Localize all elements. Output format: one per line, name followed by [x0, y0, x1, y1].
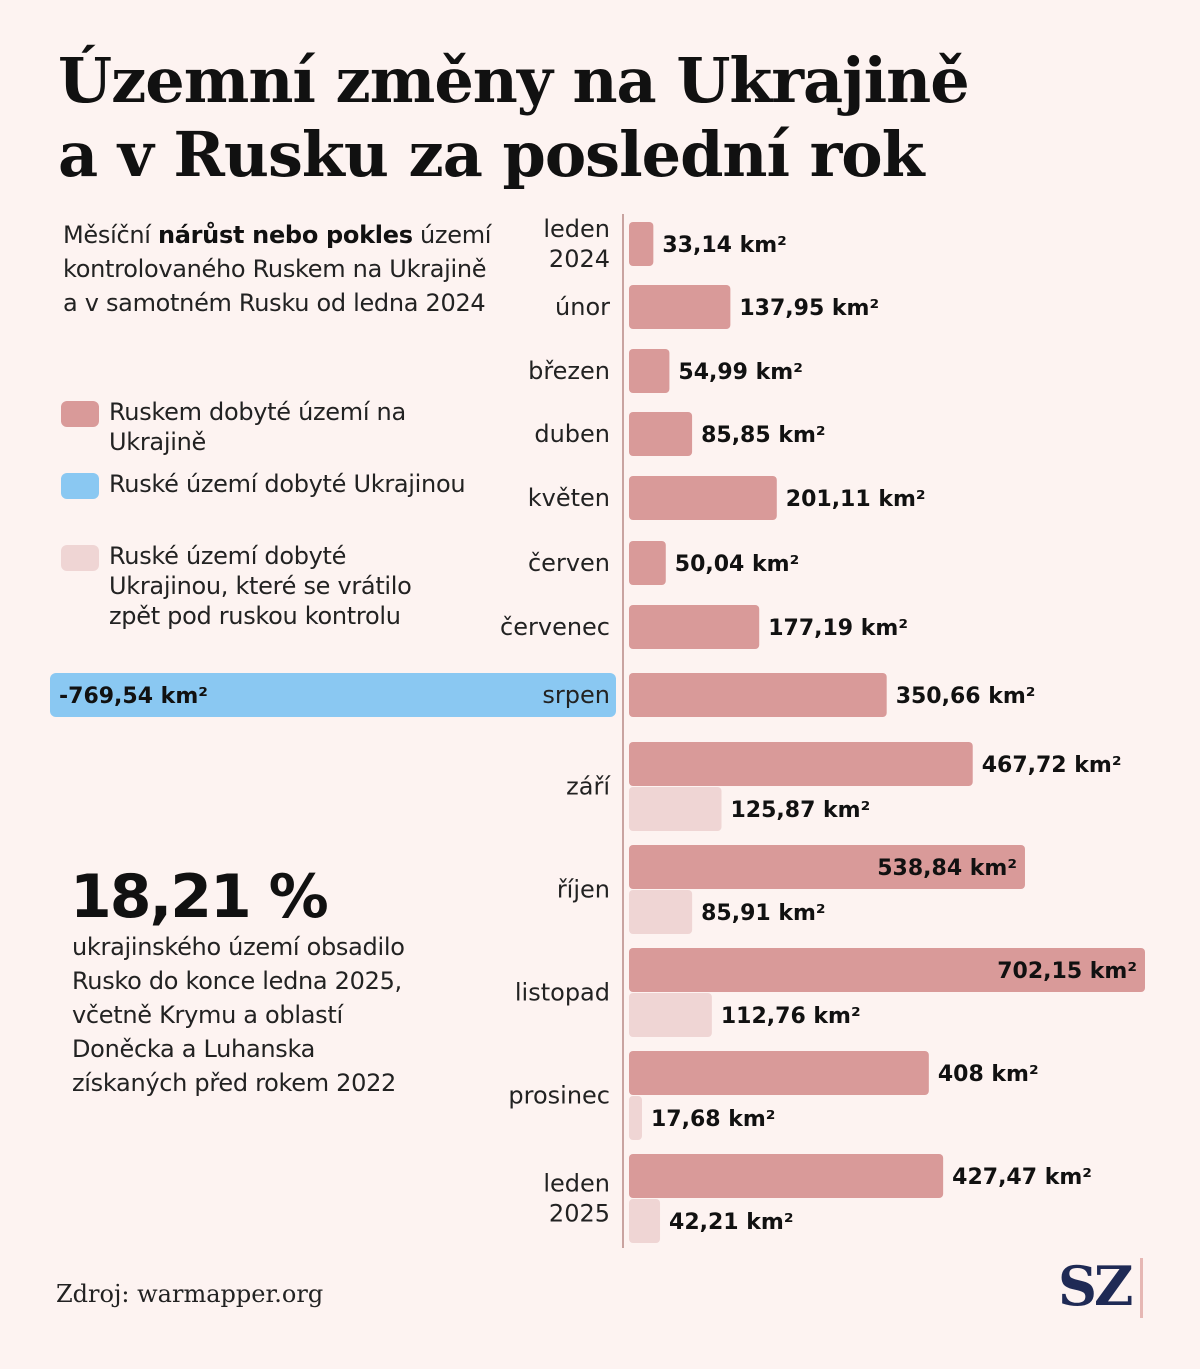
chart-subtitle: Měsíční nárůst nebo pokles území kontrol… — [63, 218, 503, 320]
bar-ukraine-captured — [629, 541, 666, 585]
value-label: 137,95 km² — [739, 296, 879, 321]
month-label: září — [566, 773, 611, 801]
month-label: červen — [528, 549, 610, 577]
legend-swatch-blue — [61, 473, 99, 499]
bar-ukraine-captured — [629, 412, 693, 456]
bar-ukraine-captured — [629, 1154, 944, 1198]
subtitle-bold: nárůst nebo pokles — [157, 221, 413, 249]
value-label: 467,72 km² — [982, 753, 1122, 778]
month-label: duben — [534, 420, 610, 448]
source-note: Zdroj: warmapper.org — [56, 1280, 324, 1308]
value-label: 538,84 km² — [877, 856, 1017, 881]
bar-russia-recaptured — [629, 890, 693, 934]
bar-ukraine-captured — [629, 222, 654, 266]
month-label: říjen — [557, 876, 610, 904]
publisher-logo: SZ — [1058, 1254, 1133, 1318]
value-label-negative: -769,54 km² — [59, 684, 208, 709]
month-label: listopad — [515, 979, 610, 1007]
legend-swatch-light-pink — [61, 545, 99, 571]
month-label: leden 2025 — [543, 1170, 610, 1228]
value-label: 408 km² — [938, 1062, 1039, 1087]
chart-title: Územní změny na Ukrajině a v Rusku za po… — [58, 44, 970, 192]
month-label: únor — [555, 293, 610, 321]
bar-ukraine-captured — [629, 349, 670, 393]
bar-ukraine-captured — [629, 1051, 929, 1095]
month-label: leden 2024 — [543, 215, 610, 273]
value-label-recaptured: 85,91 km² — [701, 901, 825, 926]
month-label: červenec — [500, 613, 610, 641]
stat-value: 18,21 % — [70, 862, 329, 932]
subtitle-pre: Měsíční — [63, 221, 158, 249]
bar-russia-recaptured — [629, 787, 722, 831]
value-label: 702,15 km² — [997, 959, 1137, 984]
legend-swatch-pink — [61, 401, 99, 427]
chart-title-line-1: Územní změny na Ukrajině — [58, 44, 970, 117]
bar-russia-captured — [50, 673, 616, 717]
legend-label: Ruské území dobyté Ukrajinou, které se v… — [109, 542, 412, 630]
value-label: 427,47 km² — [952, 1165, 1092, 1190]
bar-russia-recaptured — [629, 993, 712, 1037]
legend-label: Ruskem dobyté území na Ukrajině — [109, 398, 406, 456]
bar-ukraine-captured — [629, 742, 973, 786]
bar-ukraine-captured — [629, 285, 731, 329]
value-label-recaptured: 125,87 km² — [731, 798, 871, 823]
bar-russia-recaptured — [629, 1096, 642, 1140]
value-label-recaptured: 17,68 km² — [651, 1107, 775, 1132]
bar-ukraine-captured — [629, 476, 777, 520]
value-label: 33,14 km² — [662, 233, 786, 258]
subtitle-post: území kontrolovaného Ruskem na Ukrajině … — [63, 221, 492, 317]
value-label: 85,85 km² — [701, 423, 825, 448]
value-label: 201,11 km² — [786, 487, 926, 512]
value-label: 54,99 km² — [678, 360, 802, 385]
value-label: 50,04 km² — [675, 552, 799, 577]
bar-ukraine-captured — [629, 605, 760, 649]
value-label-recaptured: 112,76 km² — [721, 1004, 861, 1029]
bar-ukraine-captured — [629, 673, 887, 717]
month-label: březen — [528, 357, 610, 385]
bar-ukraine-captured — [629, 948, 1145, 992]
bar-russia-recaptured — [629, 1199, 661, 1243]
month-label: srpen — [542, 681, 610, 709]
legend-label: Ruské území dobyté Ukrajinou — [109, 470, 466, 498]
month-label: květen — [528, 484, 610, 512]
bar-ukraine-captured — [629, 845, 1025, 889]
value-label-recaptured: 42,21 km² — [669, 1210, 793, 1235]
value-label: 177,19 km² — [768, 616, 908, 641]
stat-text: ukrajinského území obsadilo Rusko do kon… — [72, 933, 405, 1097]
value-label: 350,66 km² — [896, 684, 1036, 709]
logo-divider — [1140, 1258, 1143, 1318]
chart-title-line-2: a v Rusku za poslední rok — [58, 118, 925, 191]
month-label: prosinec — [508, 1082, 610, 1110]
